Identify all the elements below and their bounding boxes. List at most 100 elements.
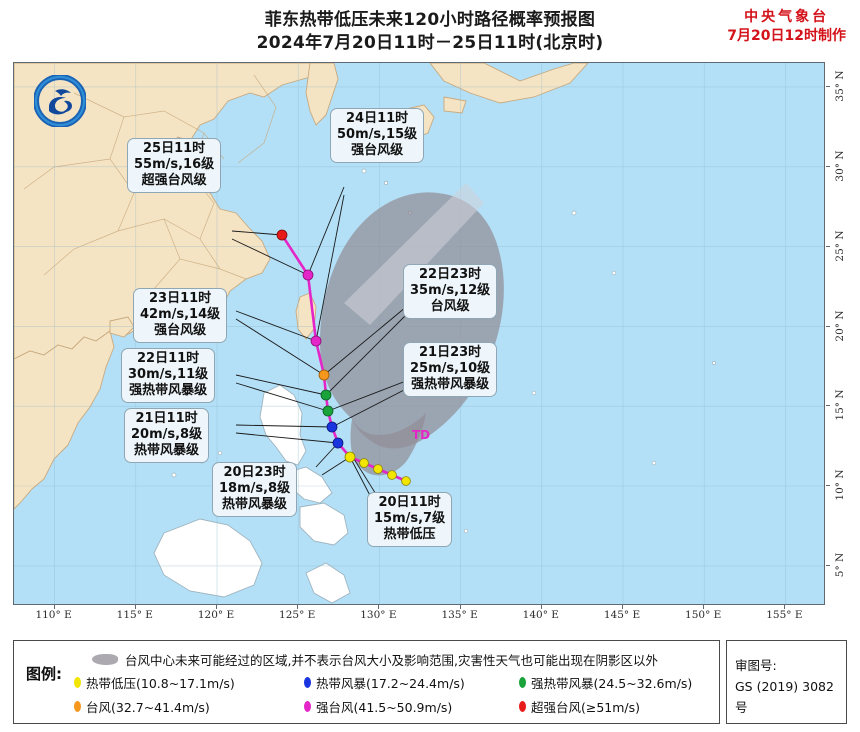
lon-tick-label: 135° E — [441, 609, 478, 621]
lon-tickmark — [297, 605, 299, 609]
island-dot — [571, 210, 577, 216]
callout-category: 热带风暴级 — [222, 497, 288, 512]
callout-wind: 18m/s,8级 — [219, 481, 291, 496]
callout-time: 24日11时 — [345, 111, 409, 126]
legend-item-ts: 热带风暴(17.2~24.4m/s) — [304, 673, 519, 692]
page-title: 菲东热带低压未来120小时路径概率预报图 2024年7月20日11时－25日11… — [0, 0, 860, 55]
callout-time: 21日23时 — [418, 345, 482, 360]
callout-24-11[interactable]: 24日11时 50m/s,15级 强台风级 — [330, 108, 425, 163]
observed-point — [401, 476, 411, 486]
lat-tickmark — [826, 565, 830, 567]
land-indochina — [14, 330, 115, 510]
observed-point — [387, 470, 397, 480]
legend-cone-note: 台风中心未来可能经过的区域,并不表示台风大小及影响范围,灾害性天气也可能出现在阴… — [125, 653, 658, 668]
lon-tickmark — [216, 605, 217, 609]
lon-tick-label: 150° E — [685, 609, 722, 621]
legend-item-label: 台风(32.7~41.4m/s) — [86, 700, 210, 715]
longitude-axis: 110° E 115° E 120° E 125° E 130° E 135° E 140°… — [13, 605, 825, 627]
island-dot — [217, 450, 223, 456]
legend-item-label: 超强台风(≥51m/s) — [531, 700, 641, 715]
callout-23-11[interactable]: 23日11时 42m/s,14级 强台风级 — [133, 288, 228, 343]
lat-tick-label: 5° N — [834, 552, 846, 578]
lon-tickmark — [703, 605, 705, 609]
callout-20-11[interactable]: 20日11时 15m/s,7级 热带低压 — [367, 492, 453, 547]
lat-tickmark — [826, 245, 830, 247]
track-point-24 — [302, 269, 314, 281]
track-point-markers — [276, 229, 411, 486]
callout-21-23[interactable]: 21日23时 25m/s,10级 强热带风暴级 — [403, 342, 498, 397]
lon-tick-label: 115° E — [116, 609, 153, 621]
legend-item-label: 热带风暴(17.2~24.4m/s) — [316, 676, 465, 691]
island-dot — [531, 390, 537, 396]
lat-tick-label: 35° N — [834, 70, 846, 102]
lat-tickmark — [826, 485, 830, 487]
td-dot-icon — [74, 677, 81, 688]
lon-tickmark — [53, 605, 55, 609]
legend-items: 热带低压(10.8~17.1m/s) 热带风暴(17.2~24.4m/s) 强热… — [74, 673, 714, 716]
callout-category: 强热带风暴级 — [129, 383, 208, 398]
legend-item-ty: 台风(32.7~41.4m/s) — [74, 697, 304, 716]
lon-tick-label: 125° E — [279, 609, 316, 621]
land-mindanao — [299, 502, 349, 546]
callout-wind: 50m/s,15级 — [337, 127, 418, 142]
lat-tick-label: 20° N — [834, 309, 846, 342]
island-dot — [712, 361, 716, 365]
island-dot — [361, 168, 367, 174]
approval-number: GS (2019) 3082号 — [735, 679, 834, 715]
legend-item-sty: 强台风(41.5~50.9m/s) — [304, 697, 519, 716]
callout-category: 强台风级 — [154, 323, 207, 338]
lon-tick-label: 140° E — [522, 609, 559, 621]
lat-tickmark — [826, 165, 830, 167]
legend-item-label: 热带低压(10.8~17.1m/s) — [86, 676, 235, 691]
land-luzon — [259, 384, 307, 466]
track-point-2123 — [322, 405, 334, 417]
callout-category: 强台风级 — [351, 143, 404, 158]
land-japan — [429, 63, 589, 104]
sty-dot-icon — [304, 701, 311, 712]
land-hainan — [109, 316, 135, 338]
callout-category: 台风级 — [430, 299, 470, 314]
callout-category: 热带风暴级 — [134, 443, 200, 458]
island-dot — [463, 528, 469, 534]
track-point-23 — [310, 335, 322, 347]
track-point-22 — [320, 389, 332, 401]
callout-time: 22日11时 — [136, 351, 200, 366]
callout-wind: 55m/s,16级 — [134, 157, 215, 172]
lon-tick-label: 130° E — [360, 609, 397, 621]
lon-tick-label: 120° E — [197, 609, 235, 621]
callout-wind: 35m/s,12级 — [410, 283, 491, 298]
sts-dot-icon — [519, 677, 526, 688]
lon-tick-label: 110° E — [35, 609, 72, 621]
lon-tickmark — [459, 605, 461, 609]
callout-22-11[interactable]: 22日11时 30m/s,11级 强热带风暴级 — [121, 348, 216, 403]
lat-tickmark — [826, 325, 830, 327]
lon-tick-label: 145° E — [603, 609, 641, 621]
title-line-2: 2024年7月20日11时－25日11时(北京时) — [256, 33, 604, 53]
callout-category: 强热带风暴级 — [411, 377, 490, 392]
callout-22-23[interactable]: 22日23时 35m/s,12级 台风级 — [403, 264, 498, 319]
forecast-cone-wedge — [344, 183, 484, 325]
td-marker-label: TD — [412, 428, 431, 442]
track-point-21 — [326, 421, 338, 433]
ty-dot-icon — [74, 701, 81, 712]
island-dot — [651, 460, 657, 466]
latitude-axis: 5° N 10° N 15° N 20° N 25° N 30° N 35° N — [826, 62, 858, 605]
callout-category: 超强台风级 — [141, 173, 207, 188]
lon-tick-label: 155° E — [766, 609, 803, 621]
legend-item-label: 强热带风暴(24.5~32.6m/s) — [531, 676, 693, 691]
callout-wind: 20m/s,8级 — [131, 427, 203, 442]
callout-25-11[interactable]: 25日11时 55m/s,16级 超强台风级 — [127, 138, 222, 193]
lon-tickmark — [134, 605, 136, 609]
callout-20-23[interactable]: 20日23时 18m/s,8级 热带风暴级 — [212, 462, 298, 517]
lat-tick-label: 15° N — [834, 389, 846, 421]
approval-number-panel: 审图号: GS (2019) 3082号 — [726, 640, 847, 724]
callout-wind: 30m/s,11级 — [128, 367, 209, 382]
land-borneo — [153, 518, 263, 598]
callout-time: 23日11时 — [148, 291, 212, 306]
callout-21-11[interactable]: 21日11时 20m/s,8级 热带风暴级 — [124, 408, 210, 463]
approval-label: 审图号: — [735, 658, 777, 673]
legend-item-td: 热带低压(10.8~17.1m/s) — [74, 673, 304, 692]
track-point-25 — [276, 229, 288, 241]
legend-item-superty: 超强台风(≥51m/s) — [519, 697, 714, 716]
island-dot — [611, 270, 617, 276]
